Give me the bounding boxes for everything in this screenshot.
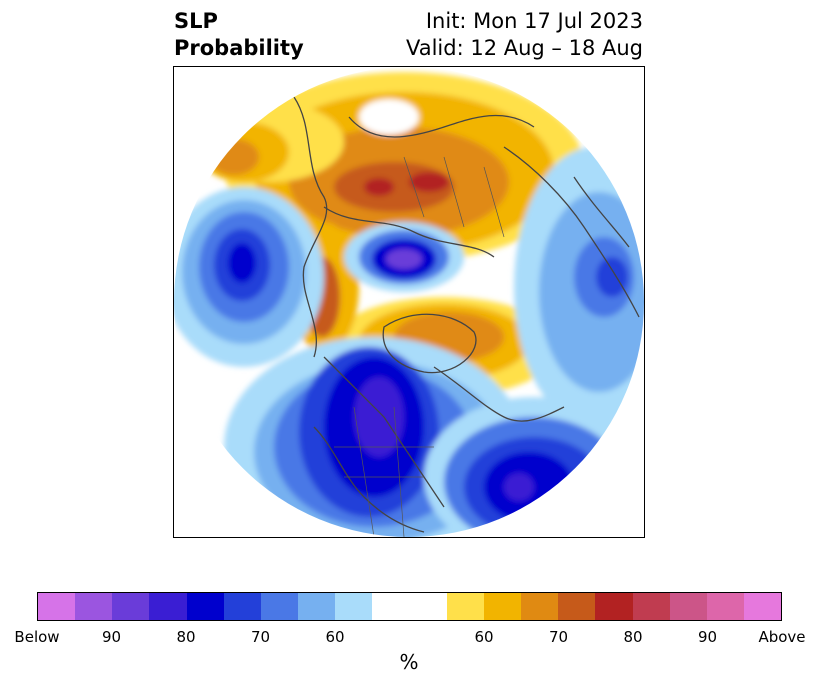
- europe-high-region: [194, 102, 344, 182]
- chart-title: SLP Probability: [174, 8, 304, 62]
- colorbar: [37, 592, 782, 621]
- colorbar-cell-1: [75, 593, 113, 620]
- colorbar-cell-5: [223, 593, 261, 620]
- colorbar-cell-19: [743, 593, 782, 620]
- map-panel: [173, 66, 645, 538]
- colorbar-cell-12: [483, 593, 522, 620]
- colorbar-cell-15: [595, 593, 633, 620]
- colorbar-tick-label: 70: [548, 628, 569, 646]
- colorbar-tick-label: 70: [250, 628, 271, 646]
- colorbar-cell-7: [298, 593, 336, 620]
- colorbar-cell-18: [706, 593, 744, 620]
- colorbar-tick-label: Below: [14, 628, 60, 646]
- colorbar-cell-11: [446, 593, 484, 620]
- title-type: Probability: [174, 36, 304, 60]
- probability-map: [174, 67, 644, 537]
- colorbar-cell-10: [409, 593, 447, 620]
- colorbar-tick-label: 60: [474, 628, 494, 646]
- colorbar-cell-8: [335, 593, 373, 620]
- title-variable: SLP: [174, 9, 218, 33]
- colorbar-tick-label: 60: [325, 628, 345, 646]
- colorbar-cell-9: [372, 593, 410, 620]
- colorbar-tick-label: 90: [101, 628, 122, 646]
- colorbar-units: %: [399, 650, 419, 674]
- colorbar-cell-0: [38, 593, 76, 620]
- valid-dates: Valid: 12 Aug – 18 Aug: [405, 36, 643, 60]
- arctic-low-region: [344, 222, 464, 292]
- colorbar-cell-13: [521, 593, 559, 620]
- colorbar-cell-16: [632, 593, 670, 620]
- borders: [334, 156, 505, 537]
- colorbar-cell-14: [558, 593, 596, 620]
- north-atlantic-low-region: [174, 187, 324, 367]
- greenland-high-region: [289, 222, 559, 397]
- colorbar-tick-label: 90: [697, 628, 718, 646]
- colorbar-tick-label: Above: [758, 628, 806, 646]
- init-date: Init: Mon 17 Jul 2023: [425, 9, 643, 33]
- colorbar-tick-label: 80: [623, 628, 643, 646]
- colorbar-cell-6: [260, 593, 299, 620]
- colorbar-cell-4: [186, 593, 224, 620]
- chart-dates: Init: Mon 17 Jul 2023 Valid: 12 Aug – 18…: [406, 8, 643, 62]
- colorbar-cell-17: [669, 593, 707, 620]
- colorbar-cell-2: [112, 593, 150, 620]
- coastlines: [293, 96, 640, 533]
- colorbar-cell-3: [149, 593, 187, 620]
- colorbar-tick-label: 80: [176, 628, 196, 646]
